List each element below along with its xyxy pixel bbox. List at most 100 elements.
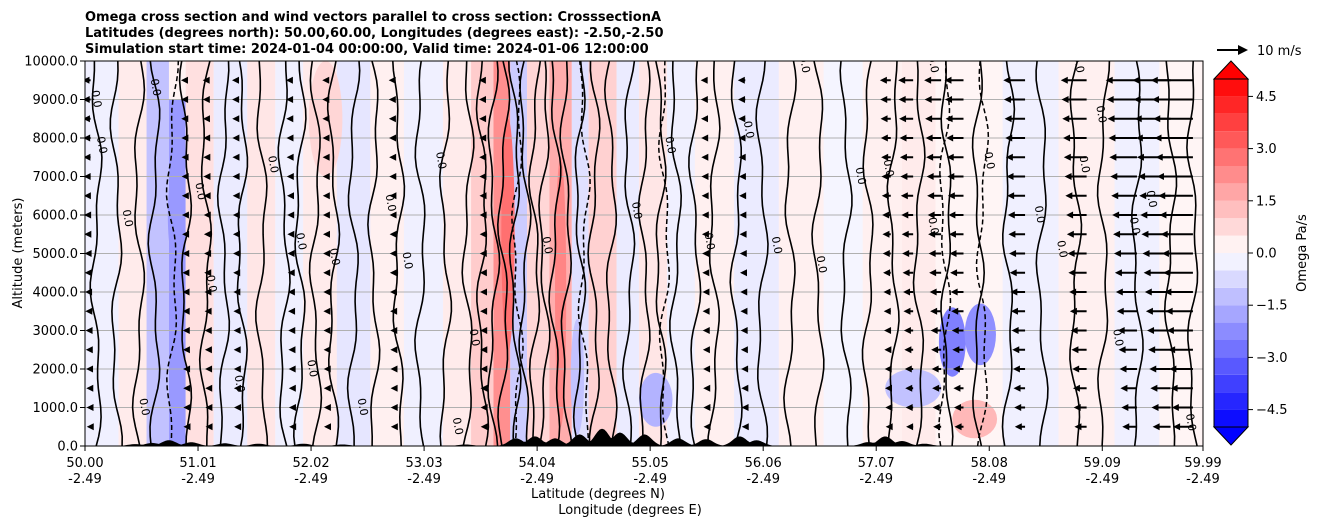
wind-vector-101 <box>323 307 331 315</box>
contour-label-28: 0.0 <box>981 151 997 170</box>
wind-vector-3 <box>86 365 94 373</box>
wind-vector-12 <box>85 192 91 200</box>
wind-vector-290 <box>1070 327 1087 334</box>
wind-vector-258 <box>948 211 964 219</box>
wind-vector-357 <box>1154 134 1193 142</box>
wind-vector-155 <box>703 365 711 373</box>
contour-line-40 <box>811 61 825 446</box>
wind-vector-15 <box>85 134 91 142</box>
wind-vector-75 <box>232 76 240 84</box>
wind-vector-16 <box>85 115 91 123</box>
x-tick-lon-label-6: -2.49 <box>746 472 780 487</box>
wind-vector-9 <box>85 250 92 257</box>
wind-vector-63 <box>233 307 241 315</box>
wind-vector-210 <box>905 404 914 411</box>
contour-line-20 <box>487 61 501 446</box>
wind-vector-250 <box>952 365 964 373</box>
x-tick-lat-label-1: 51.01 <box>179 456 216 471</box>
wind-vector-172 <box>741 404 749 411</box>
wind-vector-10 <box>85 230 92 238</box>
contour-line-31 <box>621 61 636 446</box>
x-tick-lat-label-10: 59.99 <box>1184 456 1221 471</box>
wind-vector-1 <box>86 404 94 411</box>
terrain <box>85 428 1203 446</box>
wind-vectors <box>85 76 1193 431</box>
contour-line-32 <box>637 61 651 446</box>
wind-vector-11 <box>85 211 92 219</box>
colorbar-cell-1 <box>1214 392 1248 410</box>
contour-label-29: 0.0 <box>1032 205 1048 224</box>
contour-label-3: 0.0 <box>136 397 152 416</box>
wind-vector-49 <box>203 211 211 219</box>
wind-vector-96 <box>323 404 331 411</box>
dashed-contour-line-1 <box>511 61 524 446</box>
dashed-contour-line-3 <box>657 61 671 446</box>
wind-vector-98 <box>323 365 331 373</box>
contour-line-44 <box>912 61 926 446</box>
wind-vector-223 <box>899 153 914 161</box>
wind-vector-182 <box>739 211 747 219</box>
wind-vector-253 <box>951 307 964 315</box>
contour-line-43 <box>886 61 900 446</box>
colorbar-cell-9 <box>1214 253 1248 271</box>
wind-vector-203 <box>881 173 891 180</box>
dashed-contour-line-4 <box>937 61 952 446</box>
dashed-contour-line-2 <box>577 61 591 446</box>
wind-vector-144 <box>479 211 487 219</box>
wind-vector-273 <box>1010 288 1026 296</box>
y-tick-label-10: 10000.0 <box>24 55 78 70</box>
wind-vector-282 <box>1004 115 1026 123</box>
wind-vector-141 <box>479 269 487 277</box>
wind-vector-162 <box>701 230 709 238</box>
wind-vector-191 <box>885 404 893 411</box>
wind-vector-224 <box>899 134 914 142</box>
wind-vector-216 <box>903 288 914 296</box>
contour-label-37: 0.0 <box>797 54 813 73</box>
wind-vector-234 <box>930 307 942 315</box>
wind-vector-32 <box>181 173 189 180</box>
wind-vector-117 <box>390 365 398 373</box>
wind-vector-100 <box>323 327 331 334</box>
colorbar-label: Omega Pa/s <box>1295 214 1310 292</box>
wind-vector-187 <box>738 115 746 123</box>
wind-vector-36 <box>181 96 189 103</box>
contour-label-6: 0.0 <box>204 274 220 293</box>
wind-vector-268 <box>1013 384 1026 392</box>
wind-vector-149 <box>479 115 487 123</box>
wind-vector-106 <box>322 211 330 219</box>
wind-vector-195 <box>884 327 892 334</box>
wind-vector-354 <box>1158 192 1193 200</box>
wind-vector-271 <box>1011 327 1026 334</box>
wind-vector-27 <box>182 269 190 277</box>
x-tick-lat-label-5: 55.05 <box>632 456 669 471</box>
wind-vector-130 <box>388 115 396 123</box>
wind-vector-51 <box>203 173 211 180</box>
wind-vector-233 <box>930 327 942 334</box>
wind-vector-22 <box>183 365 191 373</box>
wind-vector-202 <box>881 192 891 200</box>
wind-vector-220 <box>901 211 914 219</box>
contour-label-18: 0.0 <box>539 235 555 254</box>
wind-vector-129 <box>389 134 397 142</box>
dashed-contour-line-0 <box>165 61 180 446</box>
wind-vector-256 <box>949 250 964 257</box>
wind-vector-261 <box>946 153 964 161</box>
colorbar-cells <box>1214 79 1248 427</box>
wind-vector-71 <box>232 153 240 161</box>
wind-vector-356 <box>1155 153 1193 161</box>
wind-vector-213 <box>904 346 914 354</box>
wind-vector-30 <box>181 211 189 219</box>
contour-line-10 <box>292 61 307 446</box>
wind-vector-211 <box>905 384 914 392</box>
contour-line-11 <box>308 61 323 446</box>
wind-vector-174 <box>741 365 749 373</box>
contour-label-39: 0.0 <box>1071 54 1087 73</box>
contour-line-39 <box>783 61 797 446</box>
colorbar-tick-label-4: −1.5 <box>1256 299 1288 314</box>
wind-vector-300 <box>1063 134 1087 142</box>
wind-vector-145 <box>479 192 487 200</box>
contour-label-9: 0.0 <box>293 232 309 251</box>
wind-vector-309 <box>1117 327 1137 334</box>
contour-label-0: 0.0 <box>88 89 104 108</box>
contour-line-21 <box>496 61 511 446</box>
